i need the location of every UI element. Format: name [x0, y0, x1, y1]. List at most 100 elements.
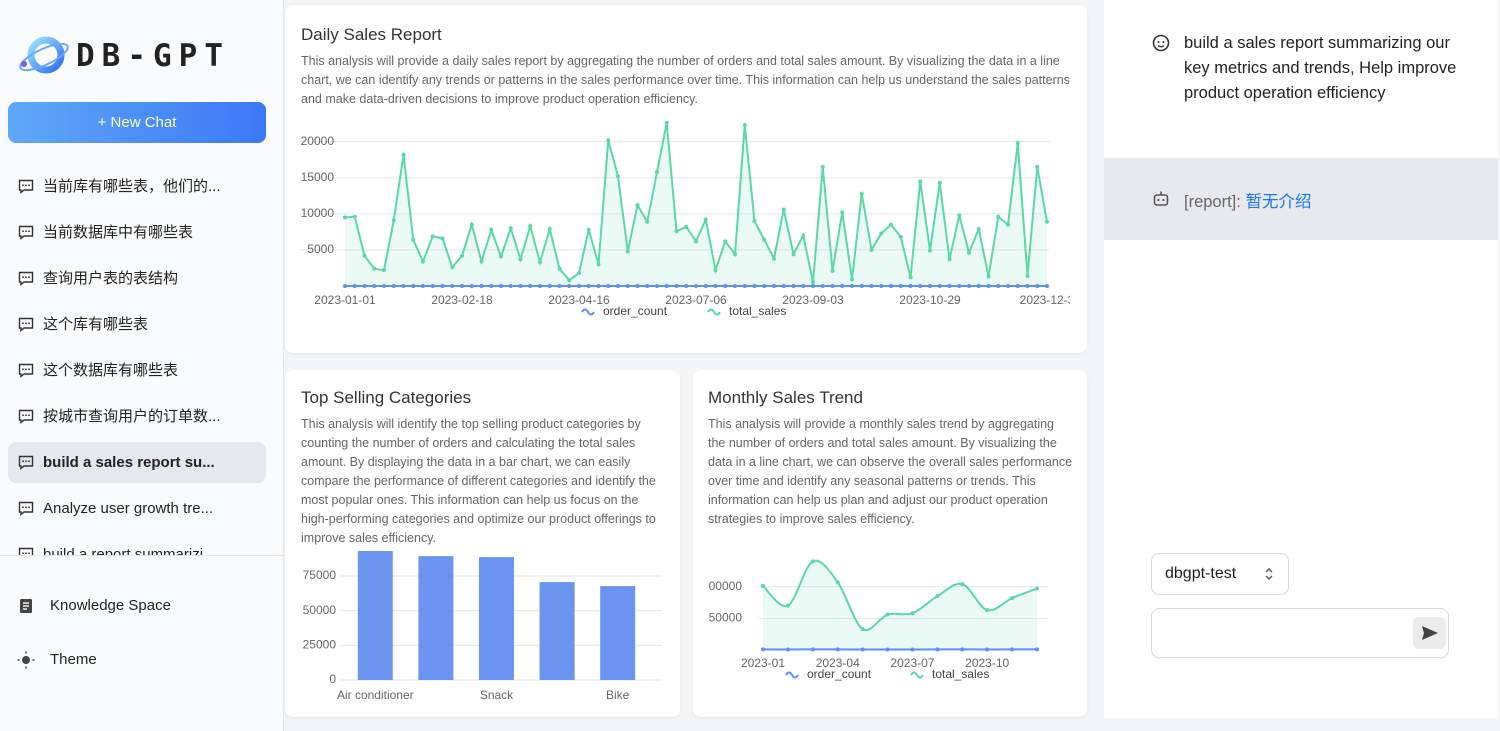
- point: [528, 224, 533, 229]
- point: [781, 283, 786, 288]
- x-tick-label: 2023-01: [741, 656, 785, 670]
- point: [957, 213, 962, 218]
- chat-title: 这个库有哪些表: [43, 316, 149, 333]
- point: [810, 559, 815, 564]
- point: [885, 647, 890, 652]
- database-select[interactable]: dbgpt-test: [1151, 553, 1289, 595]
- point: [421, 283, 425, 288]
- point: [860, 627, 865, 632]
- point: [713, 283, 718, 288]
- chat-input[interactable]: [1151, 608, 1449, 658]
- point: [1025, 283, 1030, 288]
- x-tick-label: Bike: [606, 688, 630, 702]
- chat-item[interactable]: 这个数据库有哪些表: [8, 350, 266, 391]
- point: [830, 268, 835, 273]
- point: [1010, 647, 1015, 652]
- point: [908, 283, 913, 288]
- sidebar: DB-GPT + New Chat 当前库有哪些表，他们的... 当前数据库中有哪…: [0, 0, 284, 731]
- chat-icon: [18, 317, 34, 332]
- chat-icon: [18, 455, 34, 470]
- point: [391, 283, 396, 288]
- chat-item[interactable]: 按城市查询用户的订单数...: [8, 396, 266, 437]
- chat-item[interactable]: 当前库有哪些表，他们的...: [8, 166, 266, 207]
- logo: DB-GPT: [76, 38, 230, 74]
- card-title: Daily Sales Report: [301, 25, 442, 44]
- bar: [539, 582, 575, 680]
- chat-item[interactable]: Analyze user growth tre...: [8, 488, 266, 529]
- legend-label: total_sales: [932, 667, 989, 681]
- send-button[interactable]: [1413, 617, 1446, 649]
- point: [830, 283, 835, 288]
- card-description: This analysis will provide a monthly sal…: [708, 417, 1073, 526]
- point: [1035, 283, 1040, 288]
- point: [635, 203, 640, 208]
- point: [723, 283, 728, 288]
- chat-item[interactable]: build a report summarizi...: [8, 534, 266, 555]
- point: [343, 283, 347, 288]
- point: [918, 283, 923, 288]
- x-tick-label: 2023-12-3: [1020, 293, 1075, 307]
- point: [1035, 647, 1039, 652]
- point: [479, 283, 484, 288]
- new-chat-button[interactable]: + New Chat: [8, 102, 266, 143]
- chat-icon: [18, 271, 34, 286]
- point: [811, 280, 815, 285]
- point: [1035, 164, 1040, 169]
- point: [538, 283, 542, 288]
- point: [1035, 586, 1039, 591]
- point: [528, 283, 533, 288]
- chat-icon: [18, 409, 34, 424]
- bar: [479, 557, 514, 680]
- point: [440, 236, 445, 241]
- point: [772, 283, 776, 288]
- point: [694, 283, 698, 288]
- chat-item[interactable]: 查询用户表的表结构: [8, 258, 266, 299]
- chart-card: Monthly Sales Trend This analysis will p…: [693, 370, 1087, 717]
- point: [835, 647, 840, 652]
- point: [547, 226, 552, 231]
- point: [985, 647, 990, 652]
- point: [508, 283, 513, 288]
- chat-panel: build a sales report summarizing our key…: [1104, 0, 1498, 718]
- point: [957, 283, 962, 288]
- point: [625, 283, 630, 288]
- sun-icon: [17, 651, 35, 669]
- point: [801, 283, 806, 288]
- point: [508, 226, 513, 231]
- point: [850, 283, 854, 288]
- chat-item[interactable]: build a sales report su...: [8, 442, 266, 483]
- y-tick-label: 10000: [301, 206, 335, 220]
- chart: 50000 100000 2023-01 2023-04 2023-07 2023-10 o…: [702, 559, 1048, 681]
- select-value: dbgpt-test: [1165, 565, 1237, 582]
- point: [928, 283, 932, 288]
- point: [791, 283, 796, 288]
- x-tick-label: 2023-02-18: [431, 293, 493, 307]
- point: [785, 647, 790, 652]
- chat-item[interactable]: 当前数据库中有哪些表: [8, 212, 266, 253]
- chat-item[interactable]: 这个库有哪些表: [8, 304, 266, 345]
- point: [986, 283, 991, 288]
- y-tick-label: 75000: [303, 568, 337, 582]
- y-tick-label: 5000: [307, 242, 334, 256]
- point: [1045, 283, 1049, 288]
- point: [372, 283, 377, 288]
- bot-link[interactable]: 暂无介绍: [1245, 193, 1312, 211]
- point: [967, 250, 971, 255]
- point: [567, 278, 572, 283]
- point: [557, 266, 562, 271]
- y-tick-label: 100000: [702, 579, 742, 593]
- point: [820, 283, 825, 288]
- point: [1006, 222, 1010, 227]
- area: [763, 560, 1037, 650]
- point: [1006, 283, 1010, 288]
- chat-title: build a sales report su...: [43, 454, 215, 471]
- point: [752, 283, 757, 288]
- chat-list: 当前库有哪些表，他们的... 当前数据库中有哪些表 查询用户表的表结构这个库有哪些表…: [0, 160, 283, 555]
- point: [996, 214, 1001, 219]
- point: [450, 283, 455, 288]
- point: [401, 152, 406, 157]
- point: [684, 224, 689, 229]
- point: [835, 580, 840, 585]
